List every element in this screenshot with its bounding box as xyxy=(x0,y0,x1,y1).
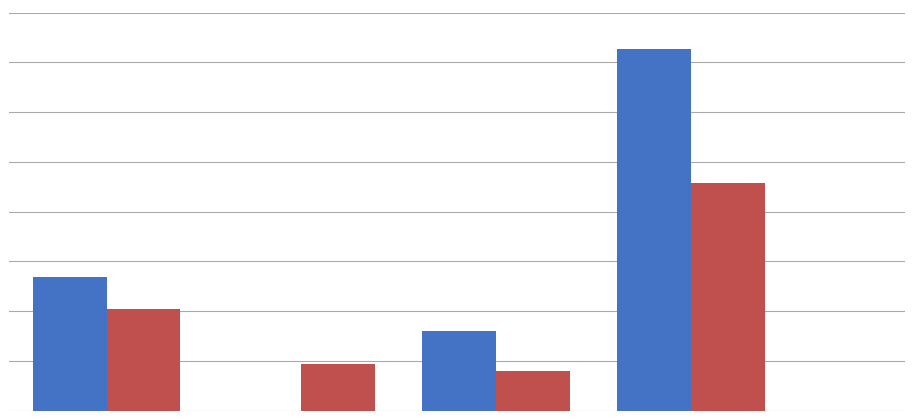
Bar xyxy=(496,371,570,411)
Bar xyxy=(617,49,691,411)
Bar xyxy=(302,364,376,411)
Bar xyxy=(691,183,765,411)
Bar xyxy=(107,309,180,411)
Bar xyxy=(422,331,496,411)
Bar xyxy=(33,277,107,411)
